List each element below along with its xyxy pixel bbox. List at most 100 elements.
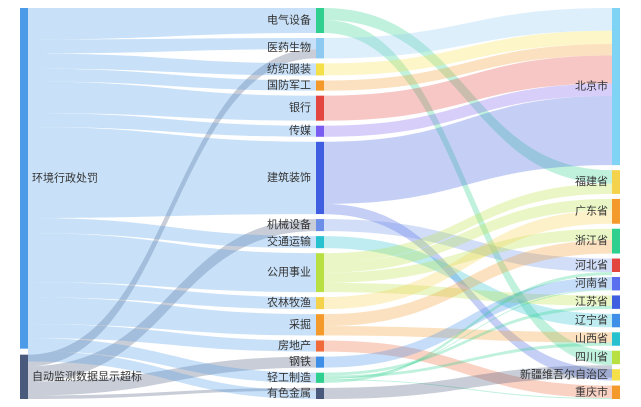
link-环境行政处罚-银行[interactable]: [28, 81, 316, 121]
industry-node-15[interactable]: [316, 387, 324, 399]
link-环境行政处罚-有色金属[interactable]: [28, 351, 316, 399]
node-label: 纺织服装: [267, 61, 311, 75]
link-轻工制造-江苏省[interactable]: [324, 305, 612, 376]
node-label: 房地产: [278, 338, 311, 352]
link-环境行政处罚-医药生物[interactable]: [28, 38, 316, 54]
link-农林牧渔-广东省[interactable]: [324, 210, 612, 310]
link-交通运输-辽宁省[interactable]: [324, 236, 612, 328]
region-node-6[interactable]: [612, 295, 620, 309]
link-公用事业-广东省[interactable]: [324, 198, 612, 273]
link-房地产-重庆市[interactable]: [324, 340, 612, 398]
node-label: 国防军工: [267, 78, 311, 92]
link-自动监测数据显示超标-医药生物[interactable]: [28, 49, 316, 367]
industry-node-11[interactable]: [316, 314, 324, 336]
region-node-0[interactable]: [612, 8, 620, 166]
region-node-3[interactable]: [612, 228, 620, 254]
node-label: 医药生物: [267, 40, 311, 54]
link-有色金属-四川省[interactable]: [324, 365, 612, 399]
link-轻工制造-河北省[interactable]: [324, 271, 612, 383]
industry-node-5[interactable]: [316, 125, 324, 137]
link-自动监测数据显示超标-钢铁[interactable]: [28, 356, 316, 396]
link-自动监测数据显示超标-有色金属[interactable]: [28, 387, 316, 399]
region-node-10[interactable]: [612, 369, 620, 381]
industry-node-6[interactable]: [316, 141, 324, 215]
link-环境行政处罚-交通运输[interactable]: [28, 218, 316, 249]
region-node-2[interactable]: [612, 198, 620, 224]
link-环境行政处罚-农林牧渔[interactable]: [28, 282, 316, 310]
link-自动监测数据显示超标-机械设备[interactable]: [28, 219, 316, 382]
link-传媒-北京市[interactable]: [324, 83, 612, 137]
node-label: 电气设备: [267, 13, 311, 27]
node-label: 河南省: [575, 277, 608, 290]
node-label: 自动监测数据显示超标: [32, 369, 142, 383]
link-电气设备-福建省[interactable]: [324, 8, 612, 184]
link-建筑装饰-新疆维吾尔自治区[interactable]: [324, 203, 612, 381]
link-轻工制造-重庆市[interactable]: [324, 379, 612, 399]
link-轻工制造-山西省[interactable]: [324, 342, 612, 379]
node-label: 河北省: [575, 258, 608, 271]
node-label: 福建省: [575, 174, 608, 188]
industry-node-0[interactable]: [316, 8, 324, 34]
link-环境行政处罚-建筑装饰[interactable]: [28, 127, 316, 218]
link-环境行政处罚-采掘[interactable]: [28, 297, 316, 336]
node-label: 辽宁省: [575, 313, 608, 327]
link-环境行政处罚-传媒[interactable]: [28, 113, 316, 137]
link-国防军工-北京市[interactable]: [324, 44, 612, 91]
region-node-11[interactable]: [612, 385, 620, 399]
region-node-7[interactable]: [612, 313, 620, 328]
link-环境行政处罚-轻工制造[interactable]: [28, 338, 316, 383]
link-电气设备-四川省[interactable]: [324, 20, 612, 366]
node-label: 环境行政处罚: [32, 170, 98, 184]
node-label: 采掘: [289, 317, 311, 331]
industry-node-7[interactable]: [316, 219, 324, 232]
node-label: 交通运输: [267, 234, 311, 248]
industry-node-2[interactable]: [316, 63, 324, 76]
source-node-0[interactable]: [20, 8, 28, 349]
link-公用事业-福建省[interactable]: [324, 183, 612, 263]
link-机械设备-河北省[interactable]: [324, 219, 612, 272]
industry-node-13[interactable]: [316, 356, 324, 368]
link-建筑装饰-北京市[interactable]: [324, 95, 612, 204]
industry-node-14[interactable]: [316, 372, 324, 383]
node-label: 机械设备: [267, 217, 311, 231]
link-钢铁-河南省[interactable]: [324, 276, 612, 368]
node-label: 四川省: [575, 350, 608, 363]
link-环境行政处罚-纺织服装[interactable]: [28, 53, 316, 76]
link-采掘-浙江省[interactable]: [324, 240, 612, 327]
node-label: 重庆市: [575, 384, 608, 398]
industry-node-12[interactable]: [316, 340, 324, 352]
node-label: 山西省: [575, 332, 608, 345]
link-环境行政处罚-电气设备[interactable]: [28, 8, 316, 40]
link-公用事业-江苏省[interactable]: [324, 282, 612, 306]
link-环境行政处罚-房地产[interactable]: [28, 324, 316, 352]
node-label: 公用事业: [267, 266, 311, 279]
industry-node-9[interactable]: [316, 253, 324, 293]
industry-node-3[interactable]: [316, 80, 324, 91]
industry-node-1[interactable]: [316, 38, 324, 59]
region-node-9[interactable]: [612, 350, 620, 365]
region-node-1[interactable]: [612, 170, 620, 194]
region-node-5[interactable]: [612, 276, 620, 291]
link-环境行政处罚-国防军工[interactable]: [28, 68, 316, 91]
industry-node-10[interactable]: [316, 297, 324, 310]
sankey-nodes: [20, 8, 620, 399]
link-轻工制造-河南省[interactable]: [324, 289, 612, 380]
source-node-1[interactable]: [20, 354, 28, 399]
link-公用事业-浙江省[interactable]: [324, 228, 612, 283]
region-node-4[interactable]: [612, 258, 620, 272]
node-label: 有色金属: [267, 385, 311, 399]
industry-node-4[interactable]: [316, 95, 324, 121]
node-label: 浙江省: [575, 234, 608, 247]
link-纺织服装-北京市[interactable]: [324, 30, 612, 76]
link-环境行政处罚-公用事业[interactable]: [28, 233, 316, 293]
link-医药生物-北京市[interactable]: [324, 8, 612, 59]
region-node-8[interactable]: [612, 332, 620, 346]
link-银行-北京市[interactable]: [324, 55, 612, 121]
node-label: 江苏省: [575, 295, 608, 308]
node-label: 传媒: [289, 124, 311, 137]
industry-node-8[interactable]: [316, 236, 324, 249]
node-label: 北京市: [575, 79, 608, 93]
link-采掘-山西省[interactable]: [324, 326, 612, 343]
